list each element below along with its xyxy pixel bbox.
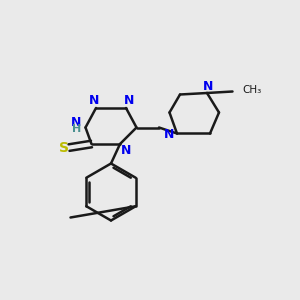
Text: S: S xyxy=(58,141,69,154)
Text: H: H xyxy=(72,124,81,134)
Text: N: N xyxy=(164,128,175,142)
Text: N: N xyxy=(71,116,82,130)
Text: N: N xyxy=(121,143,131,157)
Text: N: N xyxy=(203,80,214,93)
Text: N: N xyxy=(124,94,134,107)
Text: N: N xyxy=(88,94,99,107)
Text: CH₃: CH₃ xyxy=(242,85,261,95)
